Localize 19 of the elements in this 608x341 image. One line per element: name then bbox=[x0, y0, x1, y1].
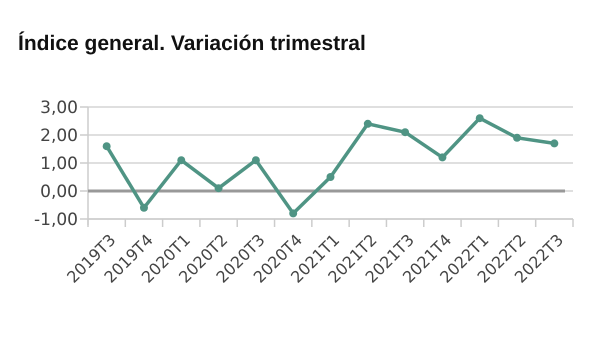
point bbox=[550, 139, 558, 148]
y-tick-label: 0,00 bbox=[40, 182, 78, 202]
y-tick-label: 3,00 bbox=[40, 98, 78, 118]
point bbox=[476, 114, 484, 122]
point bbox=[289, 209, 298, 218]
point bbox=[438, 153, 446, 162]
point bbox=[102, 142, 111, 150]
point bbox=[252, 156, 260, 164]
point bbox=[513, 134, 522, 142]
point bbox=[214, 184, 223, 192]
point bbox=[177, 156, 186, 164]
y-tick-label: 1,00 bbox=[40, 154, 78, 174]
chart-title: Índice general. Variación trimestral bbox=[18, 31, 366, 55]
point bbox=[140, 204, 148, 212]
y-tick-label: 2,00 bbox=[40, 126, 78, 146]
point bbox=[326, 173, 334, 181]
point bbox=[401, 128, 410, 136]
y-tick-label: -1,00 bbox=[34, 210, 78, 230]
point bbox=[364, 120, 372, 128]
